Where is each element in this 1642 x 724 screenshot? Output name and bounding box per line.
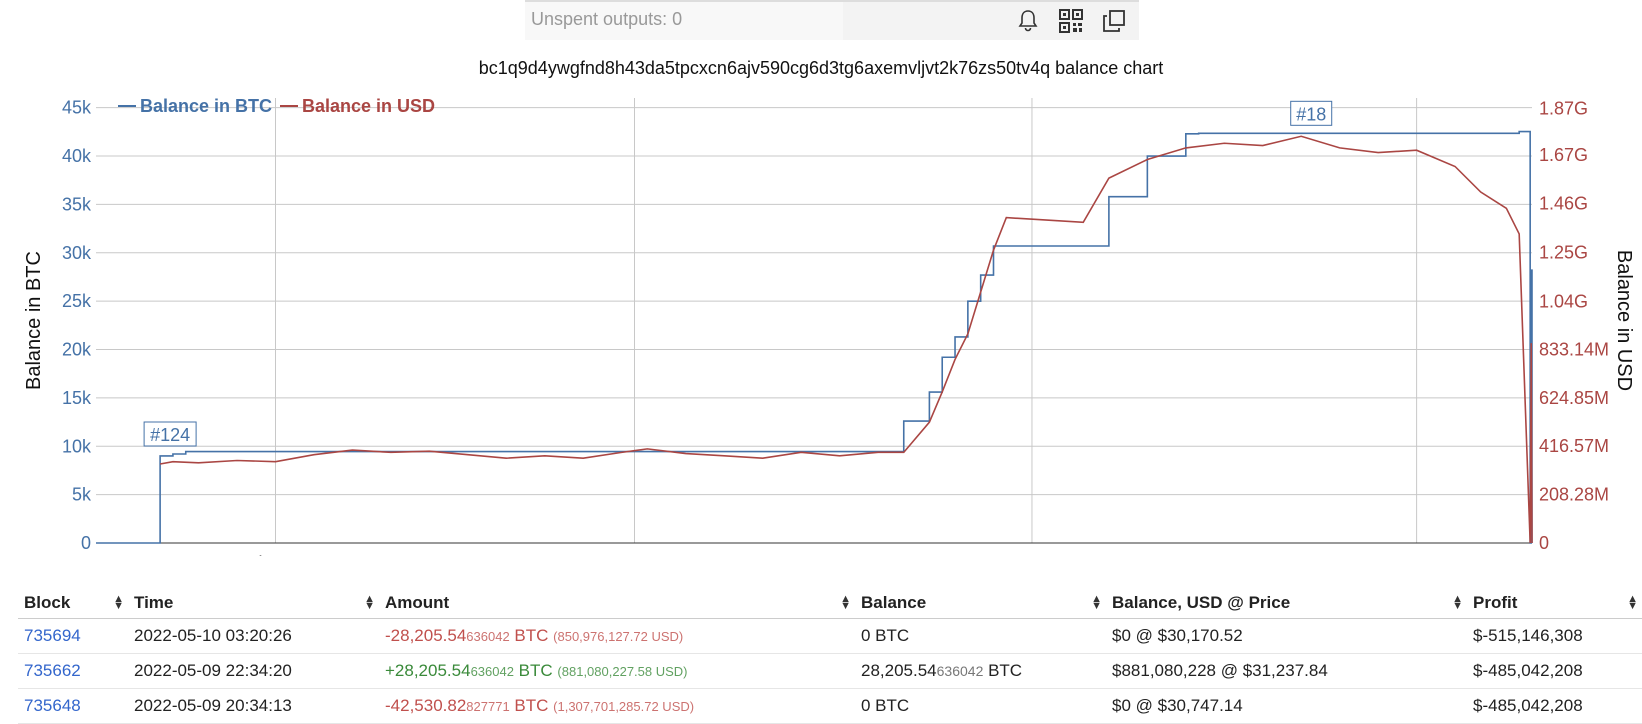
y-right-tick-label: 1.04G — [1539, 291, 1588, 311]
y-right-tick-label: 624.85M — [1539, 388, 1609, 408]
x-tick-label: Apr 2022 — [995, 553, 1068, 556]
col-header-time[interactable]: Time ▲ ▼ — [128, 588, 379, 619]
col-header-block[interactable]: Block ▲ ▼ — [18, 588, 128, 619]
table-row: 735648 2022-05-09 20:34:13 -42,530.82827… — [18, 688, 1642, 724]
col-header-label: Time — [134, 593, 174, 612]
y-right-tick-label: 1.67G — [1539, 145, 1588, 165]
sort-icon[interactable]: ▲ ▼ — [840, 593, 851, 612]
balance-cell: 0 BTC — [855, 688, 1106, 724]
usd-balance-line — [159, 135, 1533, 544]
col-header-profit[interactable]: Profit ▲ ▼ — [1467, 588, 1642, 619]
amount-cell: +28,205.54636042 BTC (881,080,227.58 USD… — [379, 653, 855, 689]
balance-usd-cell: $0 @ $30,170.52 — [1106, 618, 1467, 654]
col-header-balance[interactable]: Balance ▲ ▼ — [855, 588, 1106, 619]
x-tick-label: Feb 2022 — [237, 553, 313, 556]
legend-label-btc: Balance in BTC — [140, 96, 272, 116]
unspent-outputs-label: Unspent outputs: 0 — [531, 9, 683, 29]
y-right-tick-label: 1.25G — [1539, 242, 1588, 262]
y-left-tick-label: 25k — [62, 291, 92, 311]
col-header-label: Profit — [1473, 593, 1518, 612]
btc-balance-line — [96, 130, 1533, 544]
sort-icon[interactable]: ▲ ▼ — [1627, 593, 1638, 612]
y-left-tick-label: 0 — [81, 533, 91, 553]
transactions-table: Block ▲ ▼ Time ▲ ▼ Amount ▲ ▼ Balance ▲ ▼ Balanc… — [18, 588, 1642, 724]
annotation-label: #18 — [1296, 104, 1326, 124]
y-right-tick-label: 208.28M — [1539, 485, 1609, 505]
col-header-amount[interactable]: Amount ▲ ▼ — [379, 588, 855, 619]
balance-usd-cell: $881,080,228 @ $31,237.84 — [1106, 653, 1467, 689]
y-right-tick-label: 833.14M — [1539, 339, 1609, 359]
qr-code-icon[interactable] — [1058, 8, 1084, 34]
profit-cell: $-515,146,308 — [1467, 618, 1642, 654]
y-left-axis-title: Balance in BTC — [23, 251, 45, 390]
col-header-label: Block — [24, 593, 71, 612]
balance-cell: 28,205.54636042 BTC — [855, 653, 1106, 689]
sort-icon[interactable]: ▲ ▼ — [1091, 593, 1102, 612]
y-right-tick-label: 1.46G — [1539, 194, 1588, 214]
time-cell: 2022-05-09 22:34:20 — [128, 653, 379, 689]
balance-chart: 0 0 5k 208.28M 10k 416.57M 15k 624.85M 20k 833.14… — [23, 96, 1635, 556]
y-left-tick-label: 15k — [62, 388, 92, 408]
col-header-label: Balance — [861, 593, 927, 612]
y-left-tick-label: 35k — [62, 194, 92, 214]
x-tick-label: Mar 2022 — [596, 553, 672, 556]
y-right-tick-label: 1.87G — [1539, 98, 1588, 118]
y-left-tick-label: 5k — [72, 485, 92, 505]
y-left-tick-label: 20k — [62, 340, 92, 360]
block-link[interactable]: 735694 — [24, 626, 81, 645]
copy-icon[interactable] — [1101, 8, 1127, 34]
block-link[interactable]: 735662 — [24, 661, 81, 680]
sort-icon[interactable]: ▲ ▼ — [113, 593, 124, 612]
col-header-label: Amount — [385, 593, 450, 612]
table-header-row: Block ▲ ▼ Time ▲ ▼ Amount ▲ ▼ Balance ▲ ▼ Balanc… — [18, 588, 1642, 619]
y-right-tick-label: 416.57M — [1539, 436, 1609, 456]
balance-usd-cell: $0 @ $30,747.14 — [1106, 688, 1467, 724]
sort-icon[interactable]: ▲ ▼ — [1452, 593, 1463, 612]
balance-cell: 0 BTC — [855, 618, 1106, 654]
address-toolbar: Unspent outputs: 0 — [525, 0, 1139, 40]
amount-cell: -28,205.54636042 BTC (850,976,127.72 USD… — [379, 618, 855, 654]
annotation-label: #124 — [150, 425, 190, 445]
chart-title: bc1q9d4ywgfnd8h43da5tpcxcn6ajv590cg6d3tg… — [478, 58, 1164, 78]
profit-cell: $-485,042,208 — [1467, 653, 1642, 689]
col-header-label: Balance, USD @ Price — [1112, 593, 1291, 612]
y-right-tick-label: 0 — [1539, 533, 1549, 553]
profit-cell: $-485,042,208 — [1467, 688, 1642, 724]
x-tick-label: May 2022 — [1377, 553, 1456, 556]
y-left-tick-label: 30k — [62, 243, 92, 263]
y-right-axis-title: Balance in USD — [1613, 250, 1635, 391]
sort-icon[interactable]: ▲ ▼ — [364, 593, 375, 612]
amount-cell: -42,530.82827771 BTC (1,307,701,285.72 U… — [379, 688, 855, 724]
col-header-balance-usd[interactable]: Balance, USD @ Price ▲ ▼ — [1106, 588, 1467, 619]
bell-icon[interactable] — [1015, 8, 1041, 34]
y-left-tick-label: 45k — [62, 98, 92, 118]
y-left-tick-label: 40k — [62, 146, 92, 166]
legend-label-usd: Balance in USD — [302, 96, 435, 116]
y-left-tick-label: 10k — [62, 436, 92, 456]
table-row: 735662 2022-05-09 22:34:20 +28,205.54636… — [18, 653, 1642, 689]
annotation-flag — [1290, 100, 1333, 126]
block-link[interactable]: 735648 — [24, 696, 81, 715]
table-row: 735694 2022-05-10 03:20:26 -28,205.54636… — [18, 618, 1642, 654]
unspent-outputs-field: Unspent outputs: 0 — [525, 2, 843, 40]
annotation-flag — [143, 421, 197, 447]
time-cell: 2022-05-10 03:20:26 — [128, 618, 379, 654]
time-cell: 2022-05-09 20:34:13 — [128, 688, 379, 724]
